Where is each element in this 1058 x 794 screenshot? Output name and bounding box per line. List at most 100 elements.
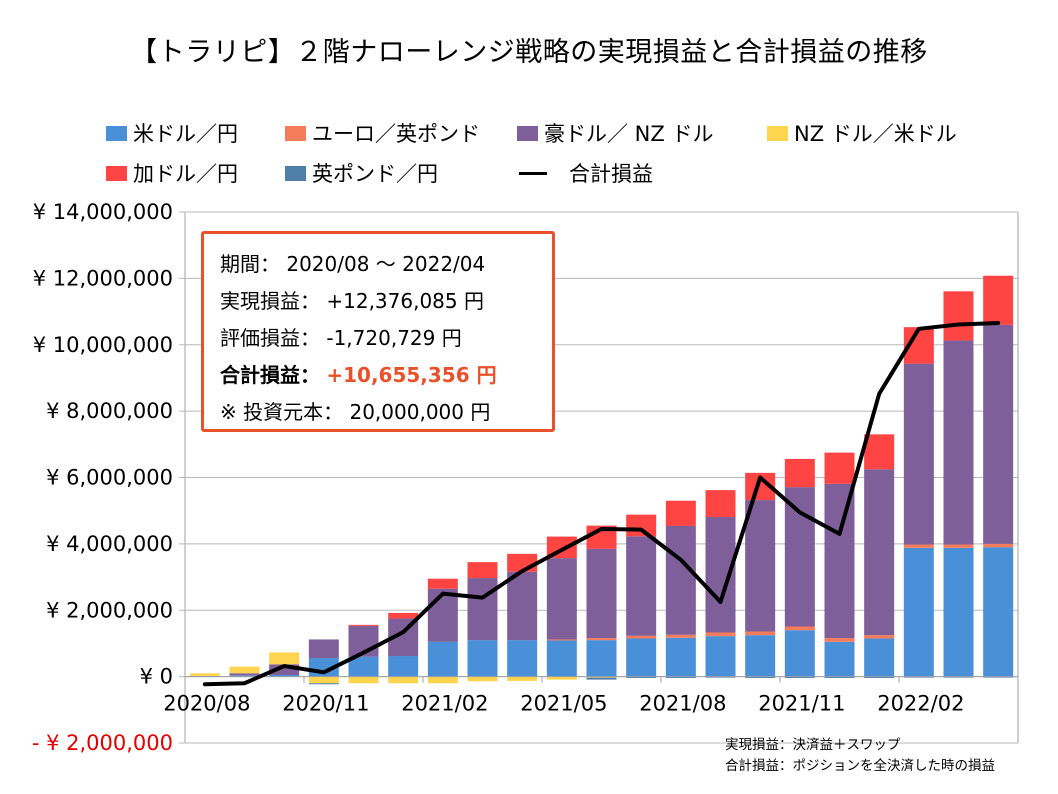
bar-segment-audnzd [983, 324, 1014, 544]
bar-segment-usdjpy [269, 674, 300, 677]
bar-segment-cadjpy [784, 458, 815, 488]
bar-stack [784, 458, 815, 678]
legend-line-swatch [519, 171, 547, 175]
bar-segment-cadjpy [705, 490, 736, 517]
bar-segment-nzdusd [269, 652, 300, 665]
bar-segment-nzdusd [229, 666, 260, 674]
chart-title: 【トラリピ】２階ナローレンジ戦略の実現損益と合計損益の推移 [130, 37, 928, 68]
legend-swatch [106, 165, 127, 181]
y-tick-label: - ¥ 2,000,000 [32, 731, 173, 755]
realized-label: 実現損益： [220, 289, 320, 313]
unrealized-label: 評価損益： [220, 326, 320, 350]
bar-stack [745, 472, 776, 678]
bar-segment-audnzd [467, 578, 498, 641]
bar-segment-audnzd [665, 525, 696, 635]
y-tick-label: ¥ 8,000,000 [46, 399, 173, 423]
bar-segment-usdjpy [467, 640, 498, 677]
bar-segment-audnzd [864, 469, 895, 636]
bar-stack [665, 500, 696, 678]
bar-segment-gbpjpy [626, 676, 657, 678]
bar-segment-eurgbp [824, 638, 855, 642]
bar-segment-usdjpy [626, 638, 657, 677]
bar-segment-audnzd [269, 664, 300, 675]
bar-stack [269, 652, 300, 677]
bar-stack [903, 327, 934, 678]
bar-segment-audnzd [824, 483, 855, 639]
bar-segment-nzdusd [348, 676, 379, 684]
principal-value: 20,000,000 円 [349, 400, 491, 424]
y-tick-label: ¥ 4,000,000 [46, 532, 173, 556]
bar-segment-usdjpy [784, 630, 815, 677]
bar-segment-nzdusd [427, 676, 458, 684]
legend-swatch [767, 125, 788, 141]
y-tick-label: ¥ 6,000,000 [46, 466, 173, 490]
bar-stack [546, 536, 577, 680]
bar-segment-nzdusd [546, 676, 577, 680]
bar-segment-audnzd [427, 588, 458, 642]
bar-segment-usdjpy [348, 656, 379, 677]
bar-segment-cadjpy [943, 291, 974, 341]
bar-segment-audnzd [308, 639, 339, 659]
legend-item-eurgbp: ユーロ／英ポンド [285, 118, 480, 148]
bar-segment-eurgbp [546, 639, 577, 641]
legend-label: 豪ドル／ NZ ドル [544, 122, 714, 146]
total-line [202, 321, 1001, 687]
bar-segment-usdjpy [705, 636, 736, 677]
x-axis: 2020/08 2020/11 2021/02 2021/05 2021/08 2021/… [163, 676, 1018, 716]
bar-segment-eurgbp [705, 632, 736, 637]
legend-item-nzdusd: NZ ドル／米ドル [767, 118, 957, 148]
bar-stack [943, 291, 974, 678]
bar-segment-usdjpy [864, 638, 895, 677]
principal-label: ※ 投資元本： [220, 400, 344, 424]
bar-segment-usdjpy [983, 547, 1014, 677]
bar-stack [586, 525, 617, 680]
y-axis-ticks: ¥ 14,000,000 ¥ 12,000,000 ¥ 10,000,000 ¥ 8,… [32, 200, 173, 755]
legend-item-usdjpy: 米ドル／円 [106, 118, 238, 148]
bar-segment-cadjpy [824, 452, 855, 484]
total-label: 合計損益： [220, 363, 320, 387]
legend-item-audnzd: 豪ドル／ NZ ドル [517, 118, 713, 148]
x-tick-label: 2020/11 [282, 692, 369, 716]
y-tick-label: ¥ 10,000,000 [33, 333, 173, 357]
bar-segment-audnzd [229, 673, 260, 676]
bar-segment-cadjpy [665, 500, 696, 526]
legend-item-gbpjpy: 英ポンド／円 [285, 158, 438, 188]
legend-label: 加ドル／円 [133, 162, 238, 186]
bar-segment-audnzd [626, 536, 657, 636]
bar-segment-gbpjpy [308, 683, 339, 685]
bar-segment-audnzd [745, 500, 776, 632]
bar-segment-gbpjpy [824, 676, 855, 678]
legend-swatch [285, 165, 306, 181]
bar-segment-usdjpy [427, 641, 458, 677]
period-label: 期間： [220, 252, 280, 276]
bar-stacks [189, 275, 1014, 685]
x-tick-label: 2021/05 [520, 692, 607, 716]
bar-segment-nzdusd [507, 676, 538, 681]
bar-segment-nzdusd [308, 676, 339, 684]
bar-stack [427, 578, 458, 684]
y-tick-label: ¥ 14,000,000 [33, 200, 173, 224]
bar-segment-eurgbp [943, 544, 974, 548]
bar-segment-nzdusd [467, 676, 498, 682]
bar-segment-audnzd [943, 340, 974, 545]
period-value: 2020/08 ～ 2022/04 [286, 252, 486, 276]
x-tick-label: 2021/08 [639, 692, 726, 716]
bar-segment-audnzd [903, 363, 934, 545]
bar-stack [467, 562, 498, 682]
bar-stack [626, 514, 657, 678]
bar-segment-cadjpy [626, 514, 657, 537]
bar-segment-nzdusd [388, 676, 419, 684]
bar-segment-eurgbp [903, 544, 934, 548]
bar-segment-audnzd [784, 487, 815, 627]
bar-segment-audnzd [546, 558, 577, 640]
y-tick-label: ¥ 12,000,000 [33, 266, 173, 290]
bar-segment-cadjpy [983, 275, 1014, 325]
bar-segment-usdjpy [229, 675, 260, 677]
bar-segment-cadjpy [864, 434, 895, 470]
bar-segment-usdjpy [388, 656, 419, 677]
bar-segment-cadjpy [467, 562, 498, 579]
bar-segment-usdjpy [745, 635, 776, 677]
bar-stack [864, 434, 895, 678]
principal-row: ※ 投資元本： 20,000,000 円 [220, 394, 552, 431]
